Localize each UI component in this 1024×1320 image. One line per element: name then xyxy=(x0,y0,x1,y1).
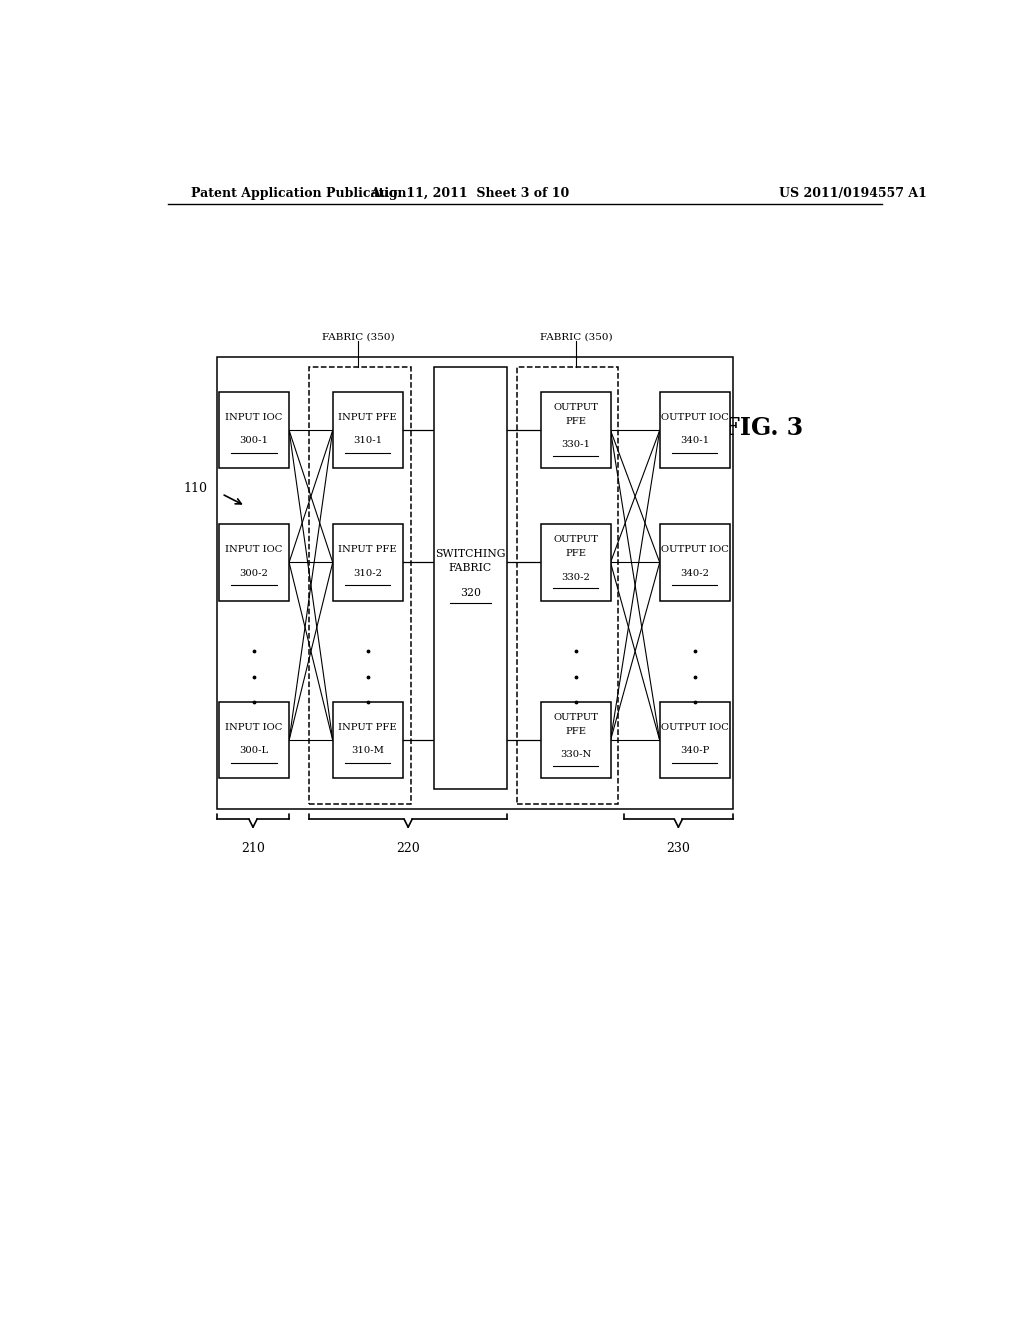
Text: OUTPUT: OUTPUT xyxy=(553,535,598,544)
Text: 340-P: 340-P xyxy=(680,746,710,755)
Text: OUTPUT: OUTPUT xyxy=(553,403,598,412)
Bar xyxy=(219,702,289,779)
Text: OUTPUT IOC: OUTPUT IOC xyxy=(660,413,728,422)
Text: 320: 320 xyxy=(460,587,481,598)
Text: OUTPUT IOC: OUTPUT IOC xyxy=(660,545,728,554)
Text: 330-N: 330-N xyxy=(560,751,591,759)
Text: Aug. 11, 2011  Sheet 3 of 10: Aug. 11, 2011 Sheet 3 of 10 xyxy=(370,187,569,201)
Text: 210: 210 xyxy=(241,842,265,855)
Text: 230: 230 xyxy=(667,842,690,855)
Text: US 2011/0194557 A1: US 2011/0194557 A1 xyxy=(778,187,927,201)
Text: INPUT IOC: INPUT IOC xyxy=(225,413,283,422)
Text: 300-L: 300-L xyxy=(240,746,268,755)
Bar xyxy=(659,392,729,469)
Text: 340-1: 340-1 xyxy=(680,437,710,445)
Text: INPUT PFE: INPUT PFE xyxy=(338,723,397,733)
Text: 330-2: 330-2 xyxy=(561,573,590,582)
Bar xyxy=(219,524,289,601)
Bar xyxy=(333,524,402,601)
Bar xyxy=(219,392,289,469)
Text: 110: 110 xyxy=(183,482,207,495)
Bar xyxy=(541,392,610,469)
Text: OUTPUT: OUTPUT xyxy=(553,713,598,722)
Bar xyxy=(333,392,402,469)
Text: FABRIC (350): FABRIC (350) xyxy=(540,333,612,342)
Text: 330-1: 330-1 xyxy=(561,441,590,449)
Bar xyxy=(659,702,729,779)
Text: SWITCHING: SWITCHING xyxy=(435,549,506,560)
Text: 340-2: 340-2 xyxy=(680,569,710,578)
Text: 300-1: 300-1 xyxy=(240,437,268,445)
Text: FIG. 3: FIG. 3 xyxy=(723,416,803,440)
Text: INPUT IOC: INPUT IOC xyxy=(225,545,283,554)
Text: 310-1: 310-1 xyxy=(353,437,382,445)
Bar xyxy=(541,702,610,779)
Bar xyxy=(217,356,733,809)
Text: INPUT PFE: INPUT PFE xyxy=(338,413,397,422)
Text: 300-2: 300-2 xyxy=(240,569,268,578)
Text: INPUT PFE: INPUT PFE xyxy=(338,545,397,554)
Text: 220: 220 xyxy=(396,842,420,855)
Text: 310-M: 310-M xyxy=(351,746,384,755)
Text: FABRIC: FABRIC xyxy=(449,562,492,573)
Text: OUTPUT IOC: OUTPUT IOC xyxy=(660,723,728,733)
Text: Patent Application Publication: Patent Application Publication xyxy=(191,187,407,201)
Text: PFE: PFE xyxy=(565,417,586,426)
Text: PFE: PFE xyxy=(565,727,586,737)
Text: 310-2: 310-2 xyxy=(353,569,382,578)
Bar xyxy=(333,702,402,779)
Text: INPUT IOC: INPUT IOC xyxy=(225,723,283,733)
Bar xyxy=(659,524,729,601)
Bar xyxy=(541,524,610,601)
Text: FABRIC (350): FABRIC (350) xyxy=(322,333,394,342)
Bar xyxy=(517,367,618,804)
Bar xyxy=(309,367,411,804)
Bar xyxy=(433,367,507,788)
Text: PFE: PFE xyxy=(565,549,586,558)
